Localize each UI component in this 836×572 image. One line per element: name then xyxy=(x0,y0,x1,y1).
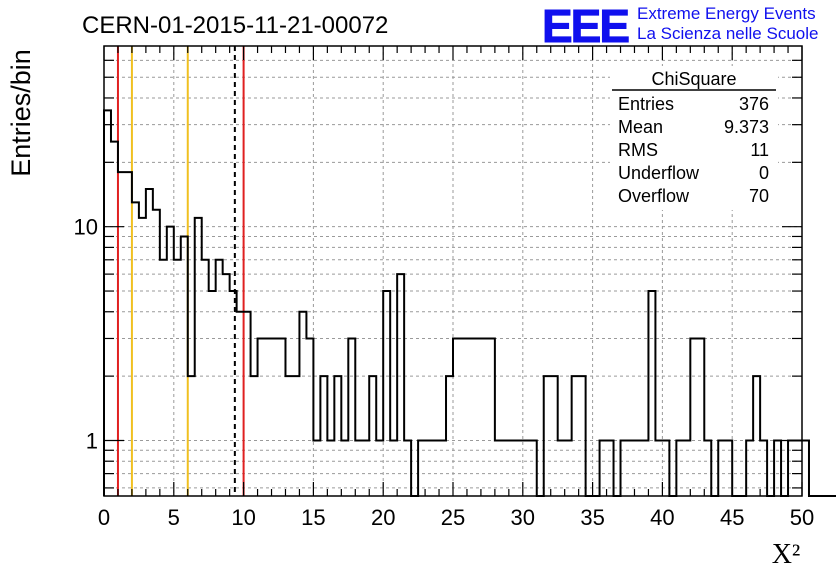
stats-value-underflow: 0 xyxy=(759,163,769,183)
stats-label-entries: Entries xyxy=(618,94,674,114)
stats-label-overflow: Overflow xyxy=(618,186,690,206)
x-axis-label: X² xyxy=(772,539,801,570)
x-tick-label: 35 xyxy=(580,505,604,530)
x-tick-label: 20 xyxy=(371,505,395,530)
reference-lines xyxy=(116,46,245,496)
stats-title: ChiSquare xyxy=(651,69,736,89)
x-tick-label: 45 xyxy=(720,505,744,530)
y-axis-label: Entries/bin xyxy=(6,49,36,177)
x-tick-label: 50 xyxy=(790,505,814,530)
chart-title: CERN-01-2015-11-21-00072 xyxy=(82,12,388,39)
stats-label-rms: RMS xyxy=(618,140,658,160)
eee-logo: EEE xyxy=(542,0,628,52)
x-tick-label: 15 xyxy=(301,505,325,530)
stats-value-overflow: 70 xyxy=(749,186,769,206)
x-tick-label: 40 xyxy=(650,505,674,530)
stats-box: ChiSquare Entries 376 Mean 9.373 RMS 11 … xyxy=(610,66,778,210)
x-tick-label: 5 xyxy=(168,505,180,530)
y-tick-label: 10 xyxy=(74,215,98,240)
x-tick-label: 25 xyxy=(441,505,465,530)
histogram-outline xyxy=(103,109,836,497)
stats-value-rms: 11 xyxy=(750,140,769,160)
x-tick-label: 30 xyxy=(511,505,535,530)
x-tick-label: 10 xyxy=(231,505,255,530)
x-tick-label: 0 xyxy=(98,505,110,530)
y-tick-label: 1 xyxy=(86,428,98,453)
stats-value-mean: 9.373 xyxy=(724,117,769,137)
logo-line-2: La Scienza nelle Scuole xyxy=(637,24,819,43)
stats-label-underflow: Underflow xyxy=(618,163,700,183)
stats-label-mean: Mean xyxy=(618,117,663,137)
logo-line-1: Extreme Energy Events xyxy=(637,4,816,23)
stats-value-entries: 376 xyxy=(739,94,769,114)
